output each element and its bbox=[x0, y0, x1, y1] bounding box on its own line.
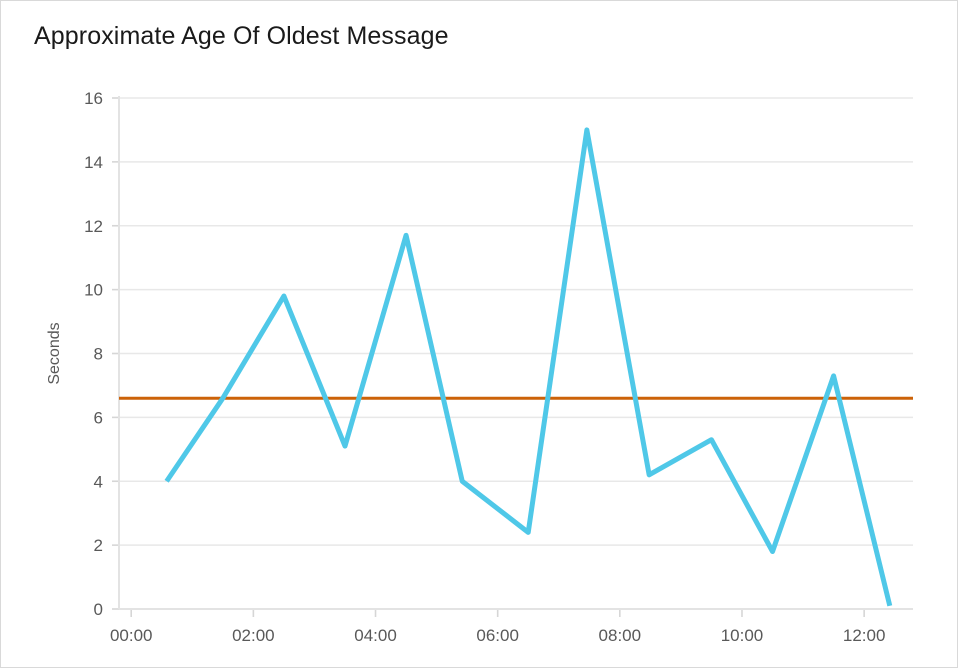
x-axis-tick-label: 04:00 bbox=[354, 626, 397, 645]
data-series-line bbox=[164, 127, 893, 607]
x-axis-tick-label: 00:00 bbox=[110, 626, 153, 645]
page-title: Approximate Age Of Oldest Message bbox=[34, 22, 449, 50]
x-axis-tick-label: 12:00 bbox=[843, 626, 886, 645]
y-axis-tick-label: 14 bbox=[84, 153, 103, 172]
x-axis-tick-label: 10:00 bbox=[721, 626, 764, 645]
x-axis-tick-label: 06:00 bbox=[476, 626, 519, 645]
y-axis-tick-label: 2 bbox=[94, 536, 103, 555]
y-axis-tick-label: 0 bbox=[94, 600, 103, 619]
x-axis-tick-labels: 00:00 02:00 04:00 06:00 08:00 10:00 12:00 bbox=[110, 626, 885, 645]
x-axis-tick-label: 08:00 bbox=[599, 626, 642, 645]
x-axis-tick-label: 02:00 bbox=[232, 626, 275, 645]
y-axis-tick-label: 10 bbox=[84, 281, 103, 300]
y-axis-tick-labels: 0 2 4 6 8 10 12 14 16 bbox=[84, 89, 103, 619]
tickmark-group bbox=[112, 97, 865, 617]
axis-group bbox=[118, 96, 913, 610]
y-axis-tick-label: 6 bbox=[94, 408, 103, 427]
y-axis-title: Seconds bbox=[46, 322, 63, 384]
y-axis-tick-label: 4 bbox=[94, 472, 103, 491]
gridline-group bbox=[119, 97, 913, 610]
y-axis-tick-label: 16 bbox=[84, 89, 103, 108]
y-axis-tick-label: 8 bbox=[94, 345, 103, 364]
y-axis-tick-label: 12 bbox=[84, 217, 103, 236]
